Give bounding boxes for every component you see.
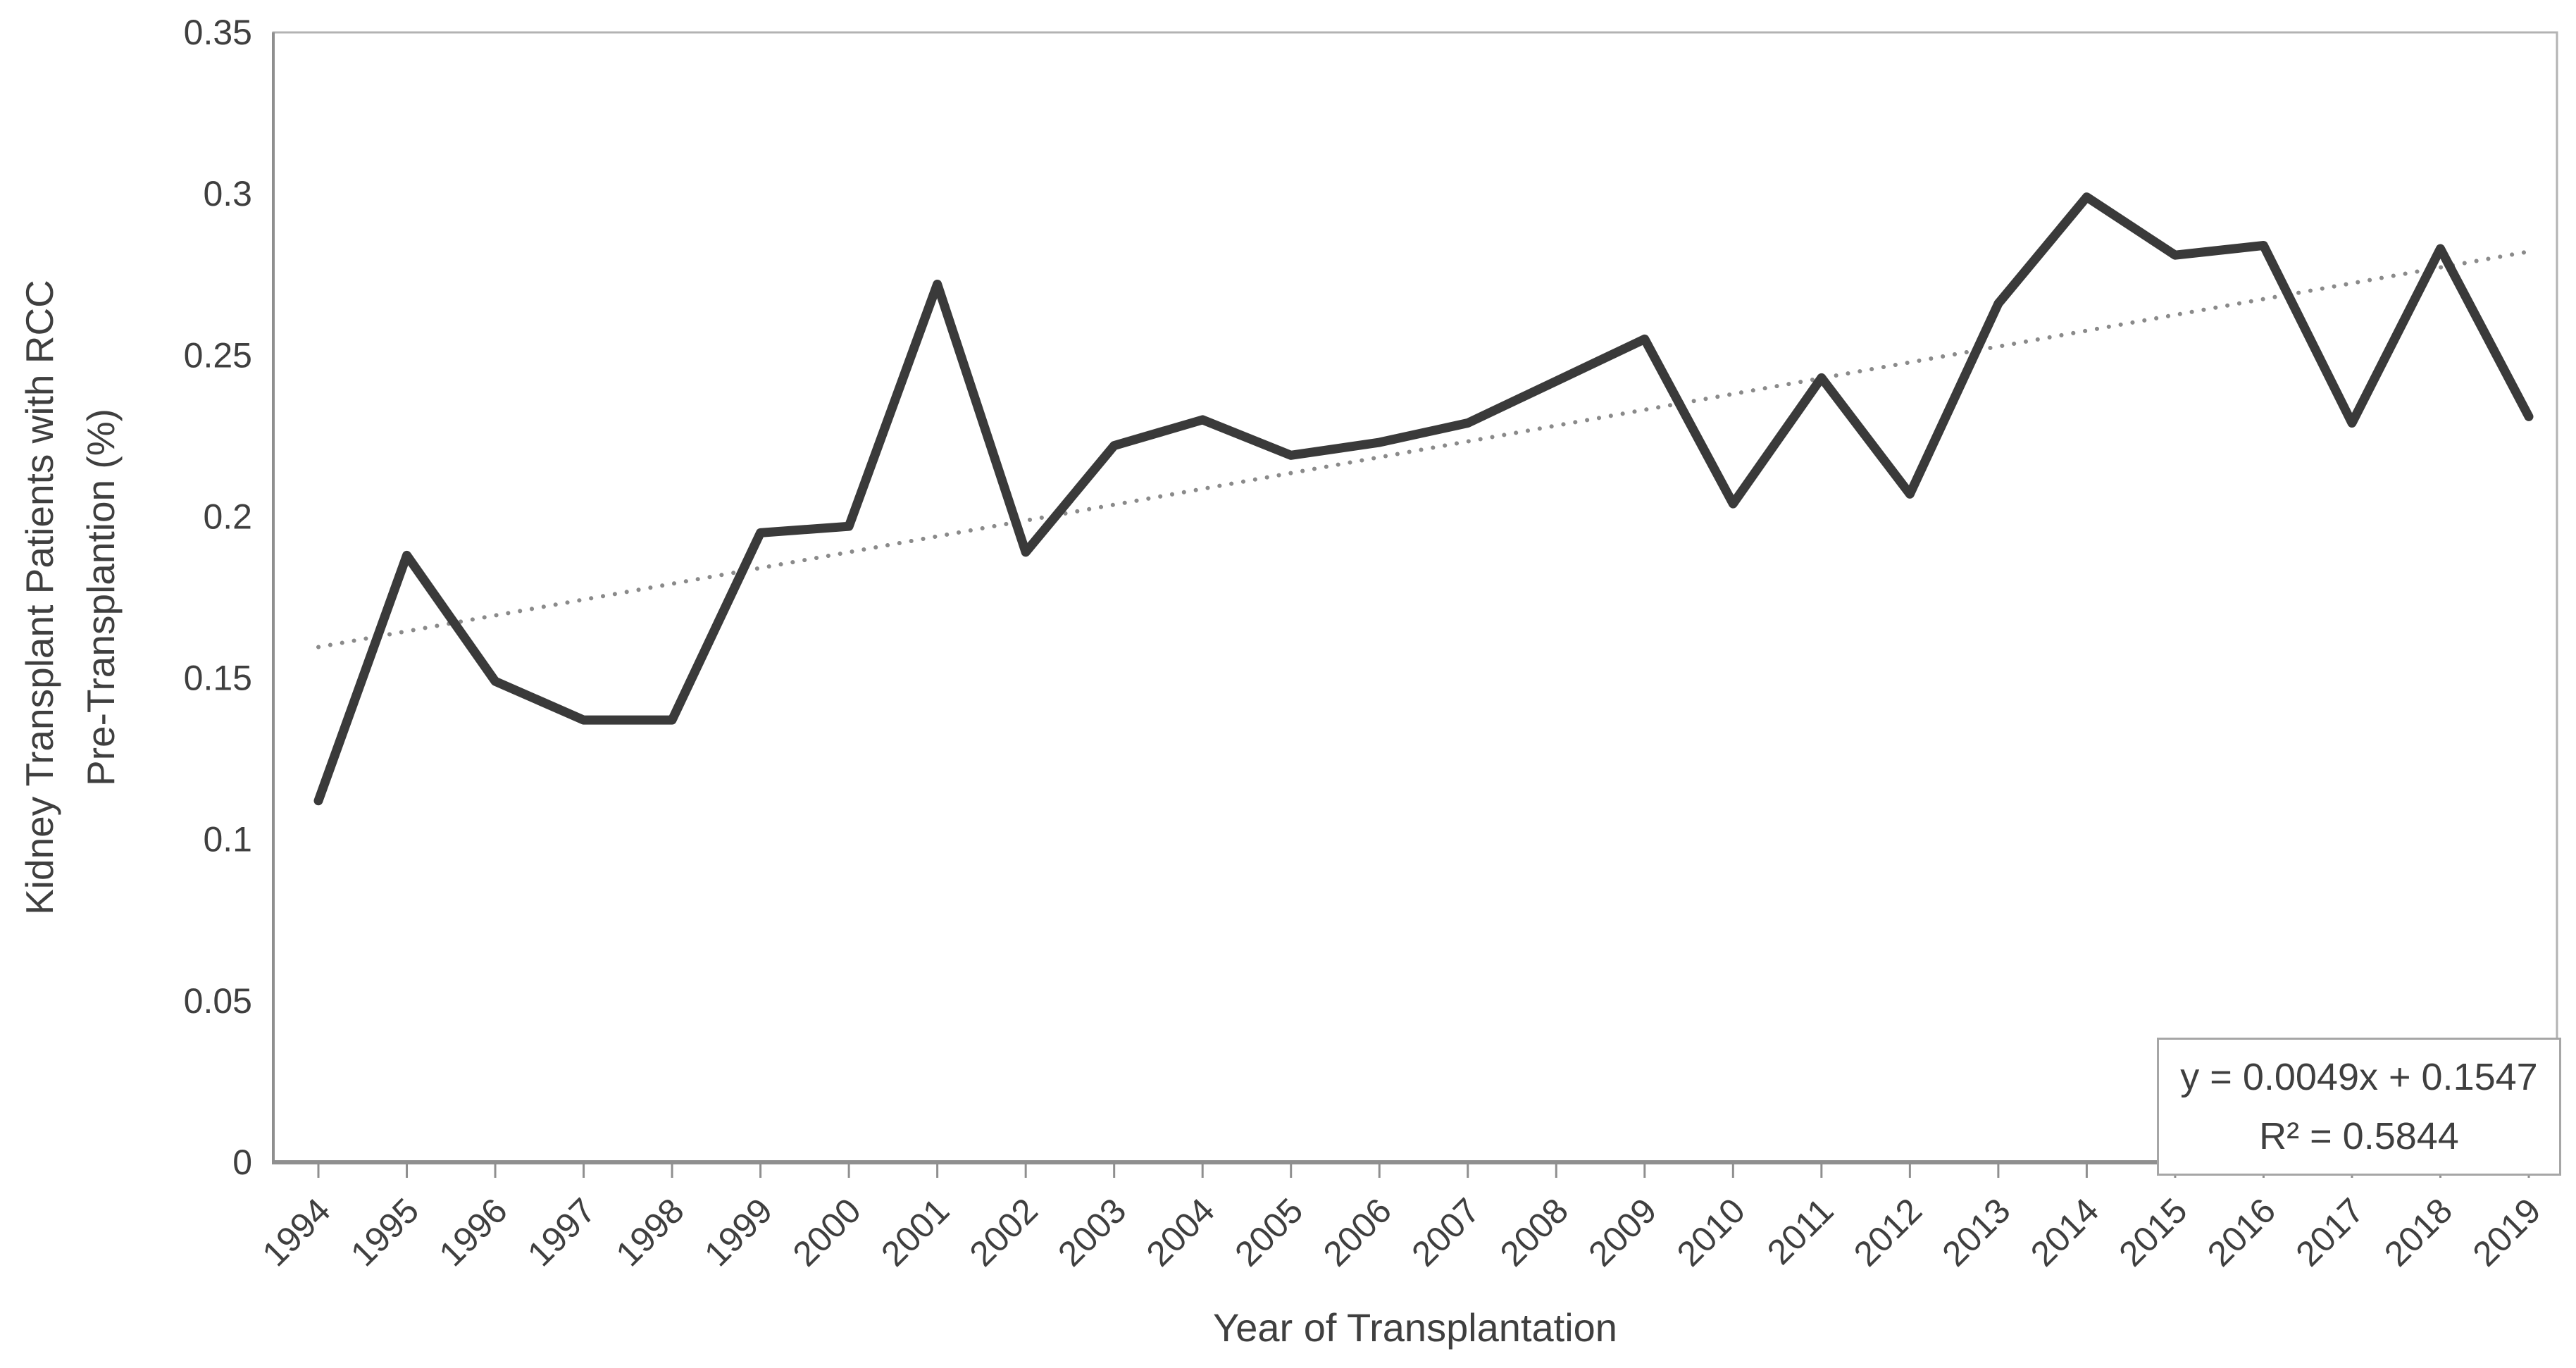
y-tick-label: 0.3 (203, 174, 252, 213)
x-tick-label: 2008 (1493, 1190, 1576, 1274)
y-tick-label: 0.2 (203, 497, 252, 536)
x-tick-label: 2010 (1669, 1190, 1753, 1274)
x-tick-label: 2016 (2200, 1190, 2283, 1274)
y-tick-label: 0.35 (184, 13, 252, 52)
x-tick-label: 2003 (1050, 1190, 1133, 1274)
x-tick-label: 2012 (1846, 1190, 1929, 1274)
y-axis-title-line1: Kidney Transplant Patients with RCC (18, 280, 61, 915)
x-tick-label: 2018 (2377, 1190, 2460, 1274)
y-axis-tick-labels: 0 0.05 0.1 0.15 0.2 0.25 0.3 0.35 (184, 13, 252, 1182)
x-axis-title: Year of Transplantation (1213, 1305, 1617, 1350)
x-tick-label: 1999 (697, 1190, 780, 1274)
x-tick-label: 2004 (1139, 1190, 1222, 1274)
trendline-equation-box: y = 0.0049x + 0.1547 R² = 0.5844 (2157, 1038, 2561, 1176)
y-tick-label: 0 (232, 1143, 252, 1182)
x-tick-label: 2009 (1581, 1190, 1664, 1274)
x-tick-label: 1995 (343, 1190, 426, 1274)
y-tick-label: 0.25 (184, 335, 252, 375)
x-tick-label: 1994 (255, 1190, 338, 1274)
x-tick-label: 2011 (1760, 1190, 1841, 1272)
x-tick-label: 1997 (520, 1190, 603, 1274)
y-axis-title: Kidney Transplant Patients with RCC Pre-… (9, 32, 132, 1162)
plot-area-border (272, 31, 2558, 1164)
x-tick-label: 2014 (2023, 1190, 2106, 1274)
trendline (316, 249, 2531, 649)
x-tick-label: 2017 (2288, 1190, 2371, 1274)
x-tick-label: 2002 (962, 1190, 1045, 1274)
x-tick-label: 1998 (609, 1190, 692, 1274)
x-axis-tick-labels: 1994 1995 1996 1997 1998 1999 2000 2001 2002 2003… (255, 1190, 2549, 1274)
y-tick-label: 0.05 (184, 981, 252, 1021)
y-tick-label: 0.1 (203, 820, 252, 859)
x-tick-label: 2000 (785, 1190, 869, 1274)
x-tick-label: 2013 (1934, 1190, 2017, 1274)
trendline-equation: y = 0.0049x + 0.1547 (2180, 1056, 2538, 1098)
x-tick-label: 2006 (1316, 1190, 1399, 1274)
x-tick-label: 2007 (1404, 1190, 1487, 1274)
x-tick-label: 2019 (2465, 1190, 2549, 1274)
data-line (313, 192, 2534, 806)
x-tick-label: 2005 (1227, 1190, 1310, 1274)
x-tick-label: 1996 (432, 1190, 515, 1274)
y-tick-label: 0.15 (184, 659, 252, 698)
y-axis-title-line2: Pre-Transplantion (%) (79, 409, 123, 786)
x-tick-label: 2001 (873, 1190, 957, 1274)
trendline-r-squared: R² = 0.5844 (2259, 1115, 2459, 1157)
x-tick-label: 2015 (2111, 1190, 2194, 1274)
